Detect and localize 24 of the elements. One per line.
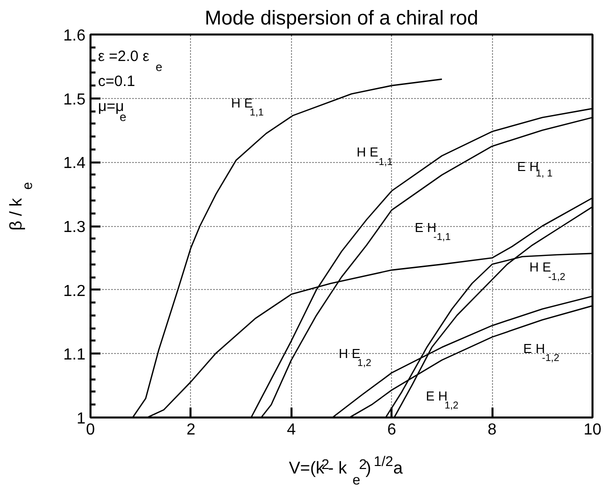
x-tick-label: 8 bbox=[488, 422, 497, 438]
y-tick-label: 1.1 bbox=[63, 346, 86, 364]
x-tick-label: 4 bbox=[286, 422, 296, 438]
y-tick-label: 1.2 bbox=[63, 282, 86, 300]
x-tick-label: 6 bbox=[387, 422, 396, 438]
y-axis-title: β / ke bbox=[6, 182, 36, 231]
y-tick-label: 1 bbox=[76, 410, 86, 428]
x-tick-label: 2 bbox=[186, 422, 196, 438]
series-label: H E1,2 bbox=[338, 346, 372, 370]
series-label: E H1,2 bbox=[426, 388, 459, 412]
y-tick-label: 1.5 bbox=[63, 91, 86, 108]
annotation: ε =2.0 εe bbox=[98, 48, 163, 74]
series-label: E H-1,1 bbox=[414, 220, 452, 244]
x-tick-label: 0 bbox=[86, 422, 96, 438]
y-tick-label: 1.4 bbox=[63, 155, 86, 172]
y-tick-label: 1.3 bbox=[63, 219, 86, 236]
series-label: H E-1,2 bbox=[529, 260, 566, 283]
series-label: H E-1,1 bbox=[356, 144, 393, 168]
chart-title: Mode dispersion of a chiral rod bbox=[204, 8, 478, 30]
y-tick-label: 1.6 bbox=[63, 28, 86, 44]
series-label: E H-1,2 bbox=[523, 340, 560, 364]
x-tick-label: 10 bbox=[584, 422, 602, 438]
series-label: H E1,1 bbox=[231, 95, 264, 118]
annotation: c=0.1 bbox=[98, 73, 136, 90]
